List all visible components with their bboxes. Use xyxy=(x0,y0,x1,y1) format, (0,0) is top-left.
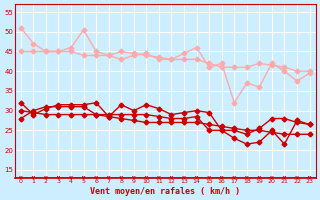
X-axis label: Vent moyen/en rafales ( km/h ): Vent moyen/en rafales ( km/h ) xyxy=(90,187,240,196)
